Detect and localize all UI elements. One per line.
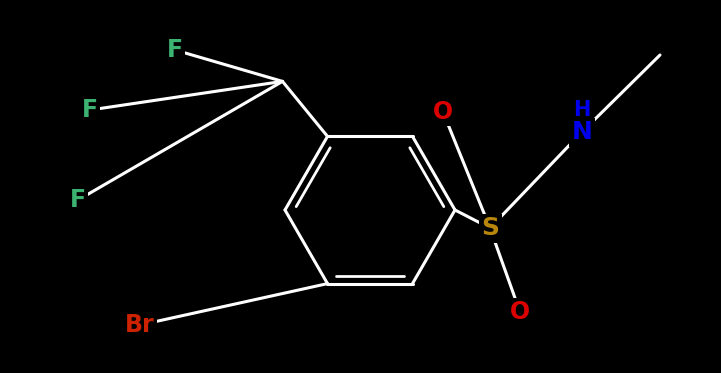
Text: F: F <box>70 188 86 212</box>
Text: S: S <box>481 216 499 240</box>
Text: F: F <box>82 98 98 122</box>
Text: F: F <box>167 38 183 62</box>
Text: O: O <box>510 300 530 324</box>
Text: Br: Br <box>125 313 155 337</box>
Text: H: H <box>573 100 590 120</box>
Text: N: N <box>572 120 593 144</box>
Text: O: O <box>433 100 453 124</box>
